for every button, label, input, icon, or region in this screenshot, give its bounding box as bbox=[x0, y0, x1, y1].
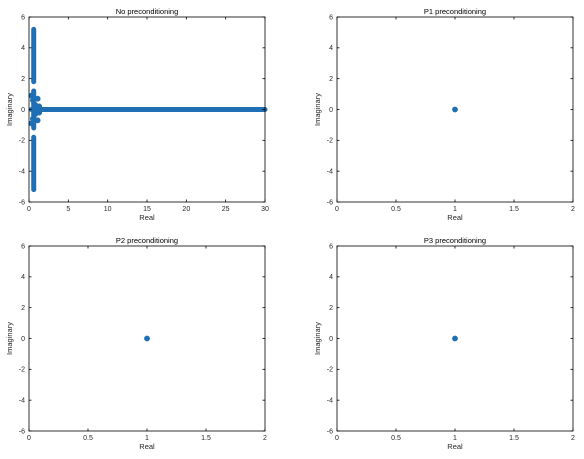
y-tick-label: -2 bbox=[19, 138, 25, 145]
x-tick-label: 0 bbox=[27, 435, 31, 442]
x-tick-label: 2 bbox=[571, 435, 575, 442]
y-tick-label: -4 bbox=[19, 169, 25, 176]
y-tick-label: -2 bbox=[327, 138, 333, 145]
y-axis-label: Imaginary bbox=[313, 322, 322, 355]
y-tick-label: 2 bbox=[329, 76, 333, 83]
y-axis-label: Imaginary bbox=[313, 93, 322, 126]
y-tick-label: -4 bbox=[327, 398, 333, 405]
x-tick-label: 0 bbox=[335, 206, 339, 213]
x-tick-label: 15 bbox=[143, 206, 151, 213]
y-tick-label: -6 bbox=[327, 428, 333, 435]
y-tick-label: -6 bbox=[19, 428, 25, 435]
y-tick-label: 0 bbox=[329, 107, 333, 114]
x-tick-label: 1 bbox=[145, 435, 149, 442]
x-axis-label: Real bbox=[139, 213, 155, 222]
x-tick-label: 25 bbox=[222, 206, 230, 213]
eigenvalue-point bbox=[36, 103, 43, 110]
y-tick-label: 0 bbox=[21, 107, 25, 114]
y-axis-label: Imaginary bbox=[5, 93, 14, 126]
x-tick-label: 5 bbox=[66, 206, 70, 213]
plot-title: P1 preconditioning bbox=[424, 7, 486, 16]
y-tick-label: -2 bbox=[327, 367, 333, 374]
x-tick-label: 1.5 bbox=[201, 435, 211, 442]
subplot-p2-preconditioning: P2 preconditioning Real Imaginary 0 0.5 1 1… bbox=[5, 236, 267, 451]
x-tick-label: 2 bbox=[571, 206, 575, 213]
x-tick-label: 2 bbox=[263, 435, 267, 442]
x-tick-label: 20 bbox=[182, 206, 190, 213]
subplot-p1-preconditioning: P1 preconditioning Real Imaginary 0 0.5 1 1… bbox=[313, 7, 575, 222]
x-tick-label: 0 bbox=[27, 206, 31, 213]
y-tick-label: 0 bbox=[21, 336, 25, 343]
eigenvalue-point bbox=[144, 335, 150, 342]
subplot-no-preconditioning: No preconditioning Real Imaginary 0 5 10 15… bbox=[5, 7, 269, 222]
eigenvalue-point bbox=[452, 106, 458, 113]
x-tick-label: 0.5 bbox=[83, 435, 93, 442]
x-tick-label: 30 bbox=[261, 206, 269, 213]
x-tick-label: 0.5 bbox=[391, 435, 401, 442]
x-axis-label: Real bbox=[447, 442, 463, 451]
y-tick-label: -6 bbox=[327, 199, 333, 206]
x-tick-label: 0 bbox=[335, 435, 339, 442]
y-tick-label: 0 bbox=[329, 336, 333, 343]
y-tick-label: 4 bbox=[329, 45, 333, 52]
x-tick-label: 1 bbox=[453, 435, 457, 442]
y-tick-label: 4 bbox=[21, 274, 25, 281]
subplot-p3-preconditioning: P3 preconditioning Real Imaginary 0 0.5 1 1… bbox=[313, 236, 575, 451]
y-tick-label: 4 bbox=[329, 274, 333, 281]
y-tick-label: 4 bbox=[21, 45, 25, 52]
x-tick-label: 1 bbox=[453, 206, 457, 213]
y-axis-label: Imaginary bbox=[5, 322, 14, 355]
eigenvalue-point bbox=[34, 117, 41, 124]
plot-title: No preconditioning bbox=[116, 7, 179, 16]
x-tick-label: 1.5 bbox=[509, 206, 519, 213]
x-axis-label: Real bbox=[447, 213, 463, 222]
x-tick-label: 1.5 bbox=[509, 435, 519, 442]
eigenvalue-point bbox=[36, 109, 43, 116]
y-tick-label: 6 bbox=[329, 14, 333, 21]
plot-title: P2 preconditioning bbox=[116, 236, 178, 245]
y-tick-label: -4 bbox=[19, 398, 25, 405]
y-tick-label: 2 bbox=[21, 76, 25, 83]
x-tick-label: 10 bbox=[104, 206, 112, 213]
y-tick-label: -4 bbox=[327, 169, 333, 176]
x-axis-label: Real bbox=[139, 442, 155, 451]
eigenvalue-point bbox=[34, 95, 41, 102]
plot-title: P3 preconditioning bbox=[424, 236, 486, 245]
y-tick-label: 6 bbox=[329, 243, 333, 250]
y-tick-label: -6 bbox=[19, 199, 25, 206]
y-tick-label: 6 bbox=[21, 14, 25, 21]
y-tick-label: 6 bbox=[21, 243, 25, 250]
eigenvalue-point bbox=[452, 335, 458, 342]
x-tick-label: 0.5 bbox=[391, 206, 401, 213]
y-tick-label: -2 bbox=[19, 367, 25, 374]
y-tick-label: 2 bbox=[21, 305, 25, 312]
y-tick-label: 2 bbox=[329, 305, 333, 312]
